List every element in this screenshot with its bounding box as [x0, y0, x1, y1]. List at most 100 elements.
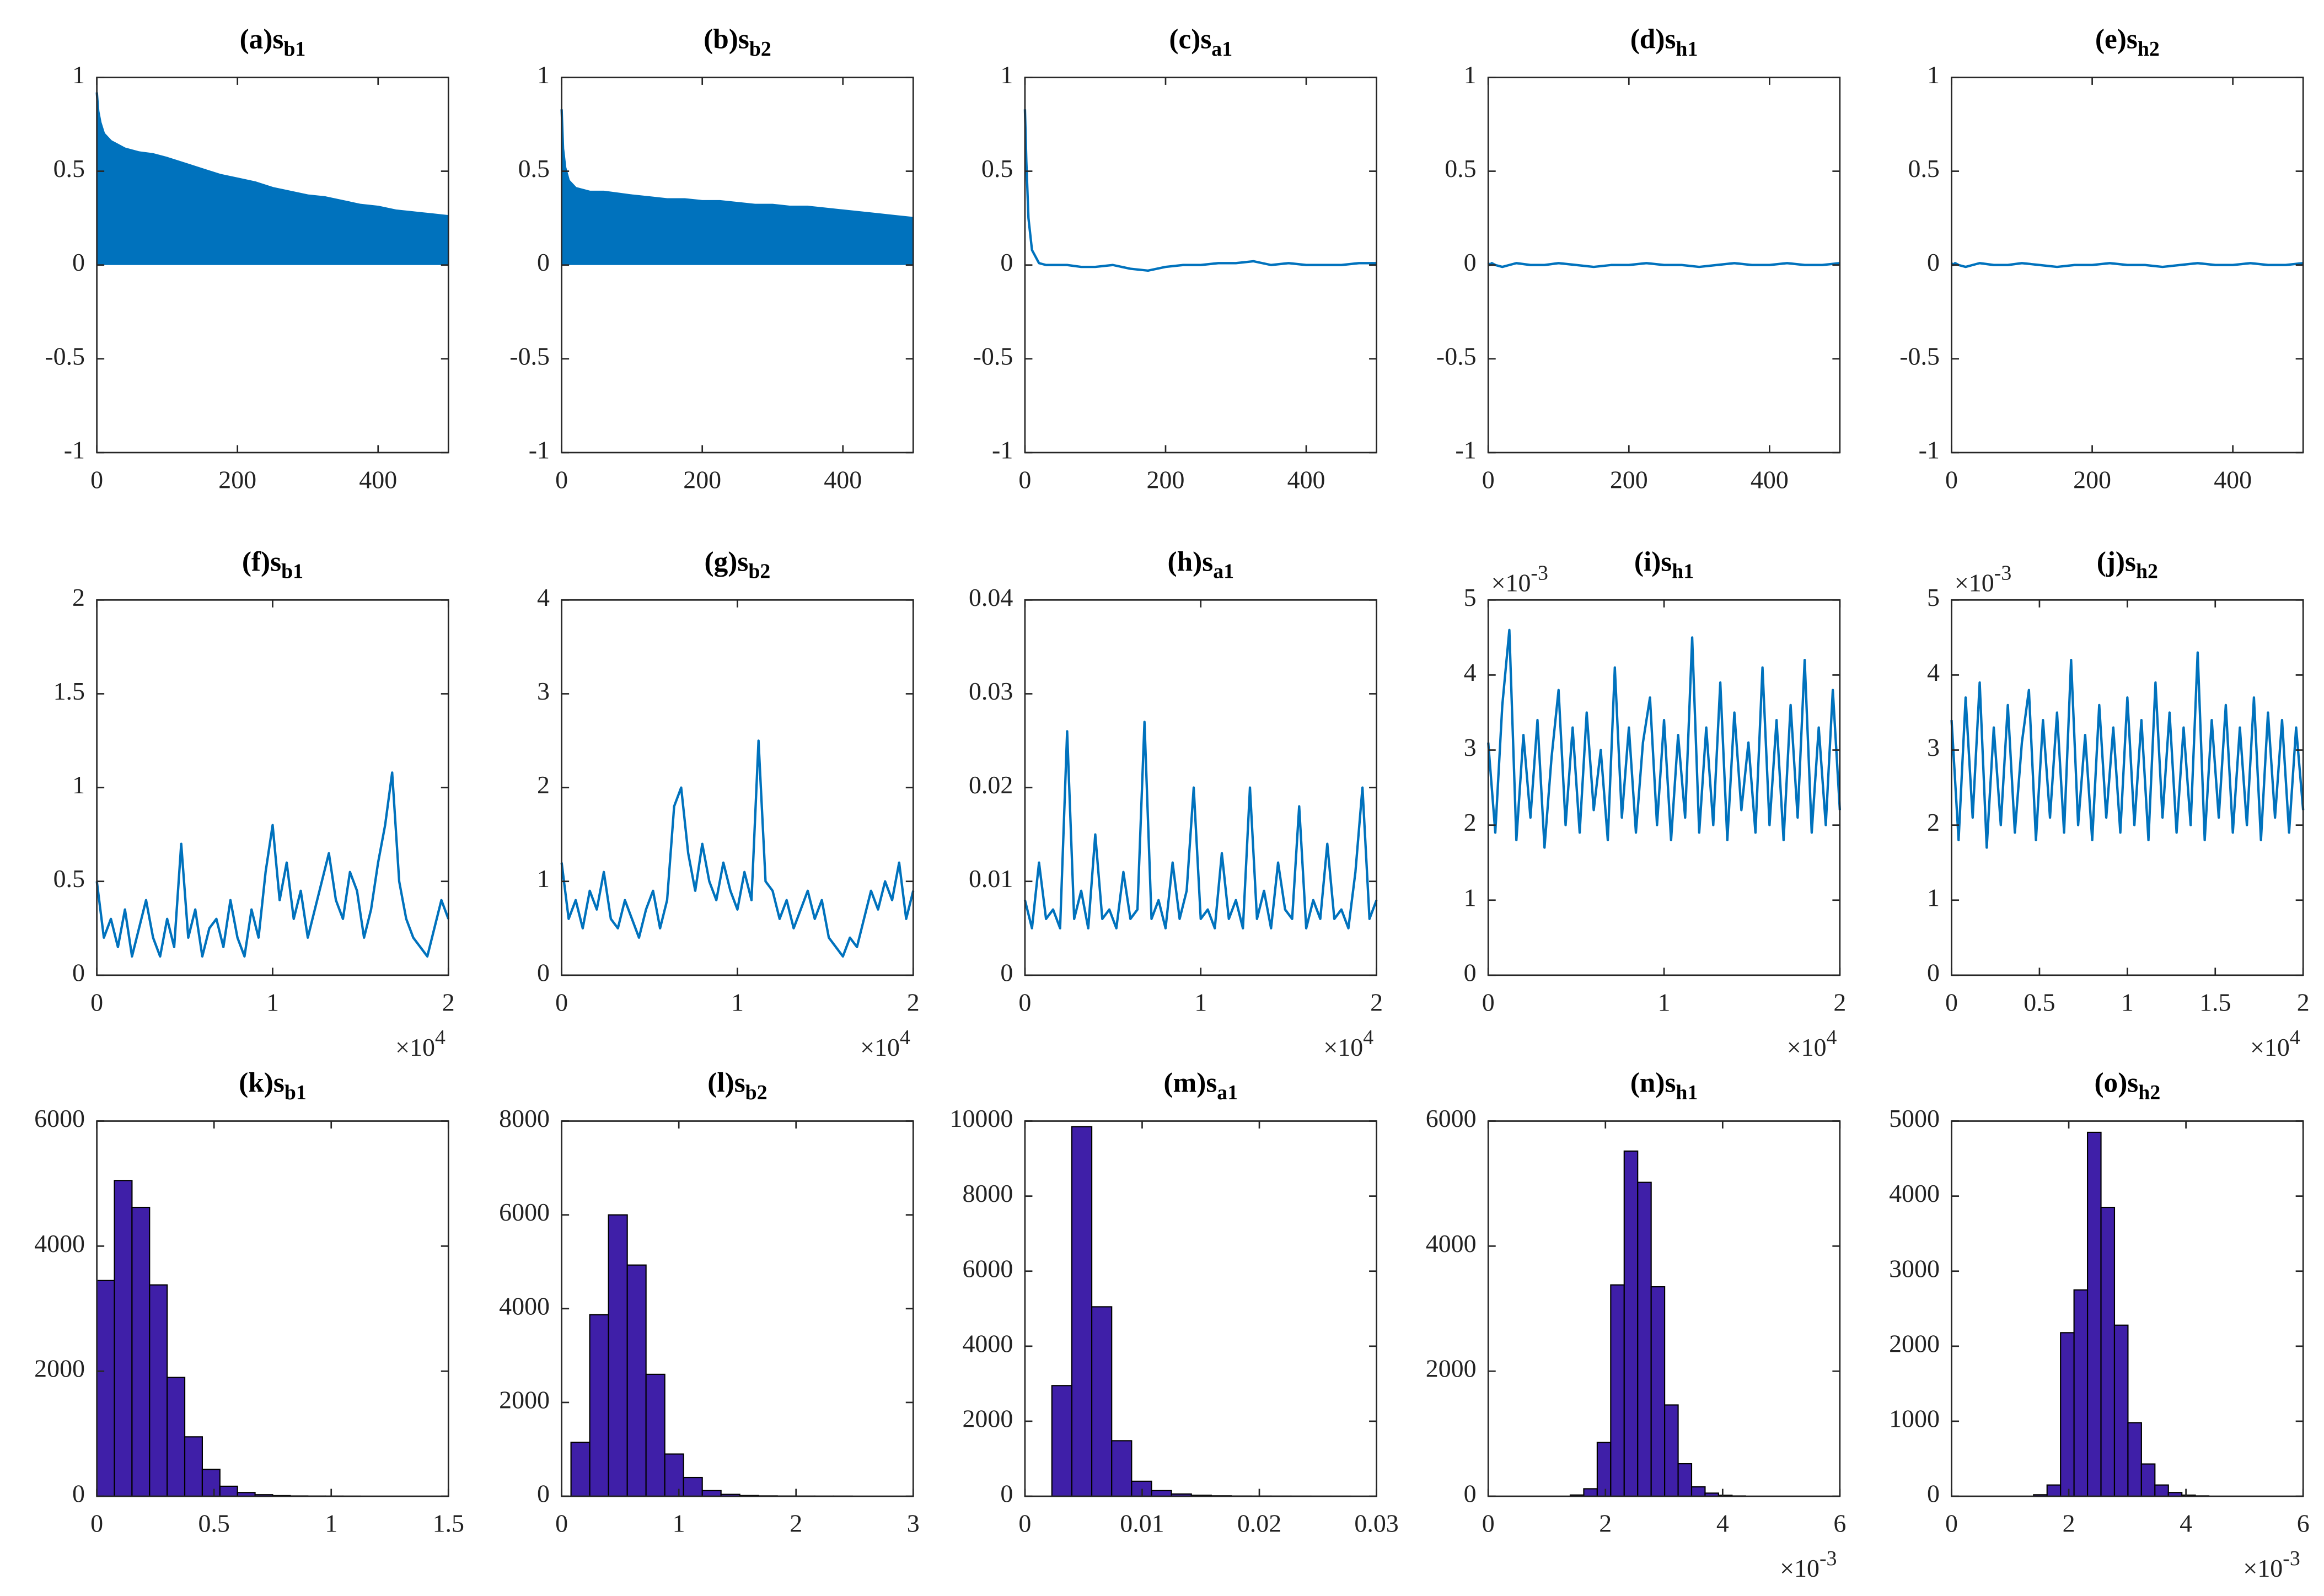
hist-bar	[96, 1280, 115, 1497]
y-tick-label: 6000	[962, 1254, 1013, 1282]
y-tick-label: 0	[537, 958, 550, 986]
data-line	[95, 92, 449, 218]
y-tick-label: -0.5	[1899, 342, 1940, 370]
hist-bar	[2060, 1332, 2075, 1497]
y-tick-label: 0.03	[969, 677, 1013, 705]
hist-bar	[1623, 1150, 1639, 1497]
subplot: (a)sb1 -1 -0.5 0 0.5 1 0 200 400	[45, 23, 449, 494]
x-tick-label: 0.01	[1120, 1509, 1164, 1538]
x-scale-label: ×104	[2250, 1026, 2300, 1061]
hist-bar	[1151, 1490, 1172, 1497]
hist-bar	[1583, 1488, 1598, 1497]
y-tick-label: 0.5	[981, 154, 1013, 182]
y-tick-label: 0	[1000, 248, 1013, 276]
y-tick-label: 0	[537, 248, 550, 276]
title-subscript: b1	[281, 560, 303, 583]
x-tick-label: 0	[1482, 466, 1495, 494]
x-scale-base: ×10	[1780, 1554, 1820, 1582]
x-scale-label: ×104	[1787, 1026, 1837, 1061]
y-tick-label: 0	[1000, 958, 1013, 986]
hist-bar	[1637, 1181, 1652, 1497]
subplot: (c)sa1 -1 -0.5 0 0.5 1 0 200 400	[973, 23, 1377, 494]
subplot-title: (i)sh1	[1634, 546, 1694, 583]
hist-bar	[1596, 1442, 1612, 1497]
x-tick-label: 1	[2121, 988, 2134, 1016]
y-tick-label: 0	[1927, 958, 1940, 986]
y-tick-label: 1	[1000, 61, 1013, 89]
title-text: (g)s	[705, 546, 749, 577]
hist-bar	[2086, 1131, 2102, 1497]
y-tick-label: 0	[1464, 958, 1477, 986]
x-tick-label: 1	[673, 1509, 685, 1538]
title-subscript: h1	[1676, 1081, 1698, 1104]
y-tick-label: 0	[72, 248, 85, 276]
y-tick-label: 1.5	[53, 677, 85, 705]
y-tick-label: 0	[72, 958, 85, 986]
y-tick-label: 0	[1464, 248, 1477, 276]
title-subscript: a1	[1211, 37, 1232, 60]
hist-bar	[1610, 1284, 1625, 1497]
y-scale-label: ×10-3	[1491, 561, 1548, 597]
hist-bar	[570, 1442, 591, 1497]
subplot-title: (m)sa1	[1163, 1067, 1238, 1104]
hist-bar	[626, 1264, 647, 1497]
x-scale-label: ×10-3	[2243, 1547, 2300, 1582]
subplot-title: (k)sb1	[239, 1067, 307, 1104]
y-scale-label: ×10-3	[1955, 561, 2011, 597]
subplot-title: (b)sb2	[704, 23, 771, 60]
y-tick-label: 1	[1464, 61, 1477, 89]
y-scale-exponent: -3	[1994, 561, 2012, 584]
y-tick-label: -0.5	[45, 342, 85, 370]
x-scale-exponent: -3	[1820, 1547, 1837, 1570]
x-tick-label: 400	[1751, 466, 1789, 494]
title-subscript: b2	[748, 560, 770, 583]
acf-area	[561, 109, 914, 265]
y-tick-label: -1	[1455, 436, 1476, 464]
title-text: (h)s	[1167, 546, 1213, 577]
x-scale-exponent: -3	[2283, 1547, 2300, 1570]
y-tick-label: 6000	[34, 1104, 85, 1132]
hist-bar	[1071, 1126, 1093, 1497]
x-tick-label: 0	[90, 466, 103, 494]
y-tick-label: 4000	[1426, 1229, 1477, 1258]
y-tick-label: 5	[1927, 583, 1940, 611]
y-tick-label: -0.5	[973, 342, 1013, 370]
subplot-title: (d)sh1	[1630, 23, 1698, 60]
subplot-title: (h)sa1	[1167, 546, 1234, 583]
y-tick-label: 0	[1000, 1480, 1013, 1508]
x-tick-label: 4	[1716, 1509, 1729, 1538]
subplot-title: (o)sh2	[2094, 1067, 2160, 1104]
y-scale-exponent: -3	[1531, 561, 1548, 584]
hist-bar	[1677, 1463, 1693, 1497]
title-subscript: h2	[2138, 37, 2160, 60]
title-subscript: b1	[283, 37, 305, 60]
x-tick-label: 2	[1370, 988, 1383, 1016]
hist-bar	[131, 1206, 151, 1497]
title-text: (f)s	[242, 546, 281, 577]
y-tick-label: 4	[1464, 658, 1477, 686]
x-tick-label: 2	[907, 988, 920, 1016]
x-tick-label: 2	[442, 988, 455, 1016]
y-tick-label: 5	[1464, 583, 1477, 611]
y-tick-label: 2000	[1426, 1355, 1477, 1383]
subplot-title: (a)sb1	[240, 23, 306, 60]
x-scale-label: ×104	[395, 1026, 446, 1061]
x-tick-label: 0	[555, 988, 568, 1016]
title-text: (n)s	[1630, 1067, 1676, 1098]
hist-bar	[1690, 1486, 1706, 1497]
hist-bar	[2113, 1324, 2129, 1497]
title-subscript: b2	[745, 1081, 767, 1104]
plot-area	[561, 600, 914, 975]
y-tick-label: -1	[992, 436, 1013, 464]
title-subscript: a1	[1217, 1081, 1238, 1104]
x-tick-label: 0	[1945, 1509, 1958, 1538]
y-tick-label: -1	[1919, 436, 1940, 464]
subplot-title: (e)sh2	[2095, 23, 2160, 60]
hist-bar	[2127, 1422, 2142, 1497]
y-tick-label: 5000	[1889, 1104, 1940, 1132]
